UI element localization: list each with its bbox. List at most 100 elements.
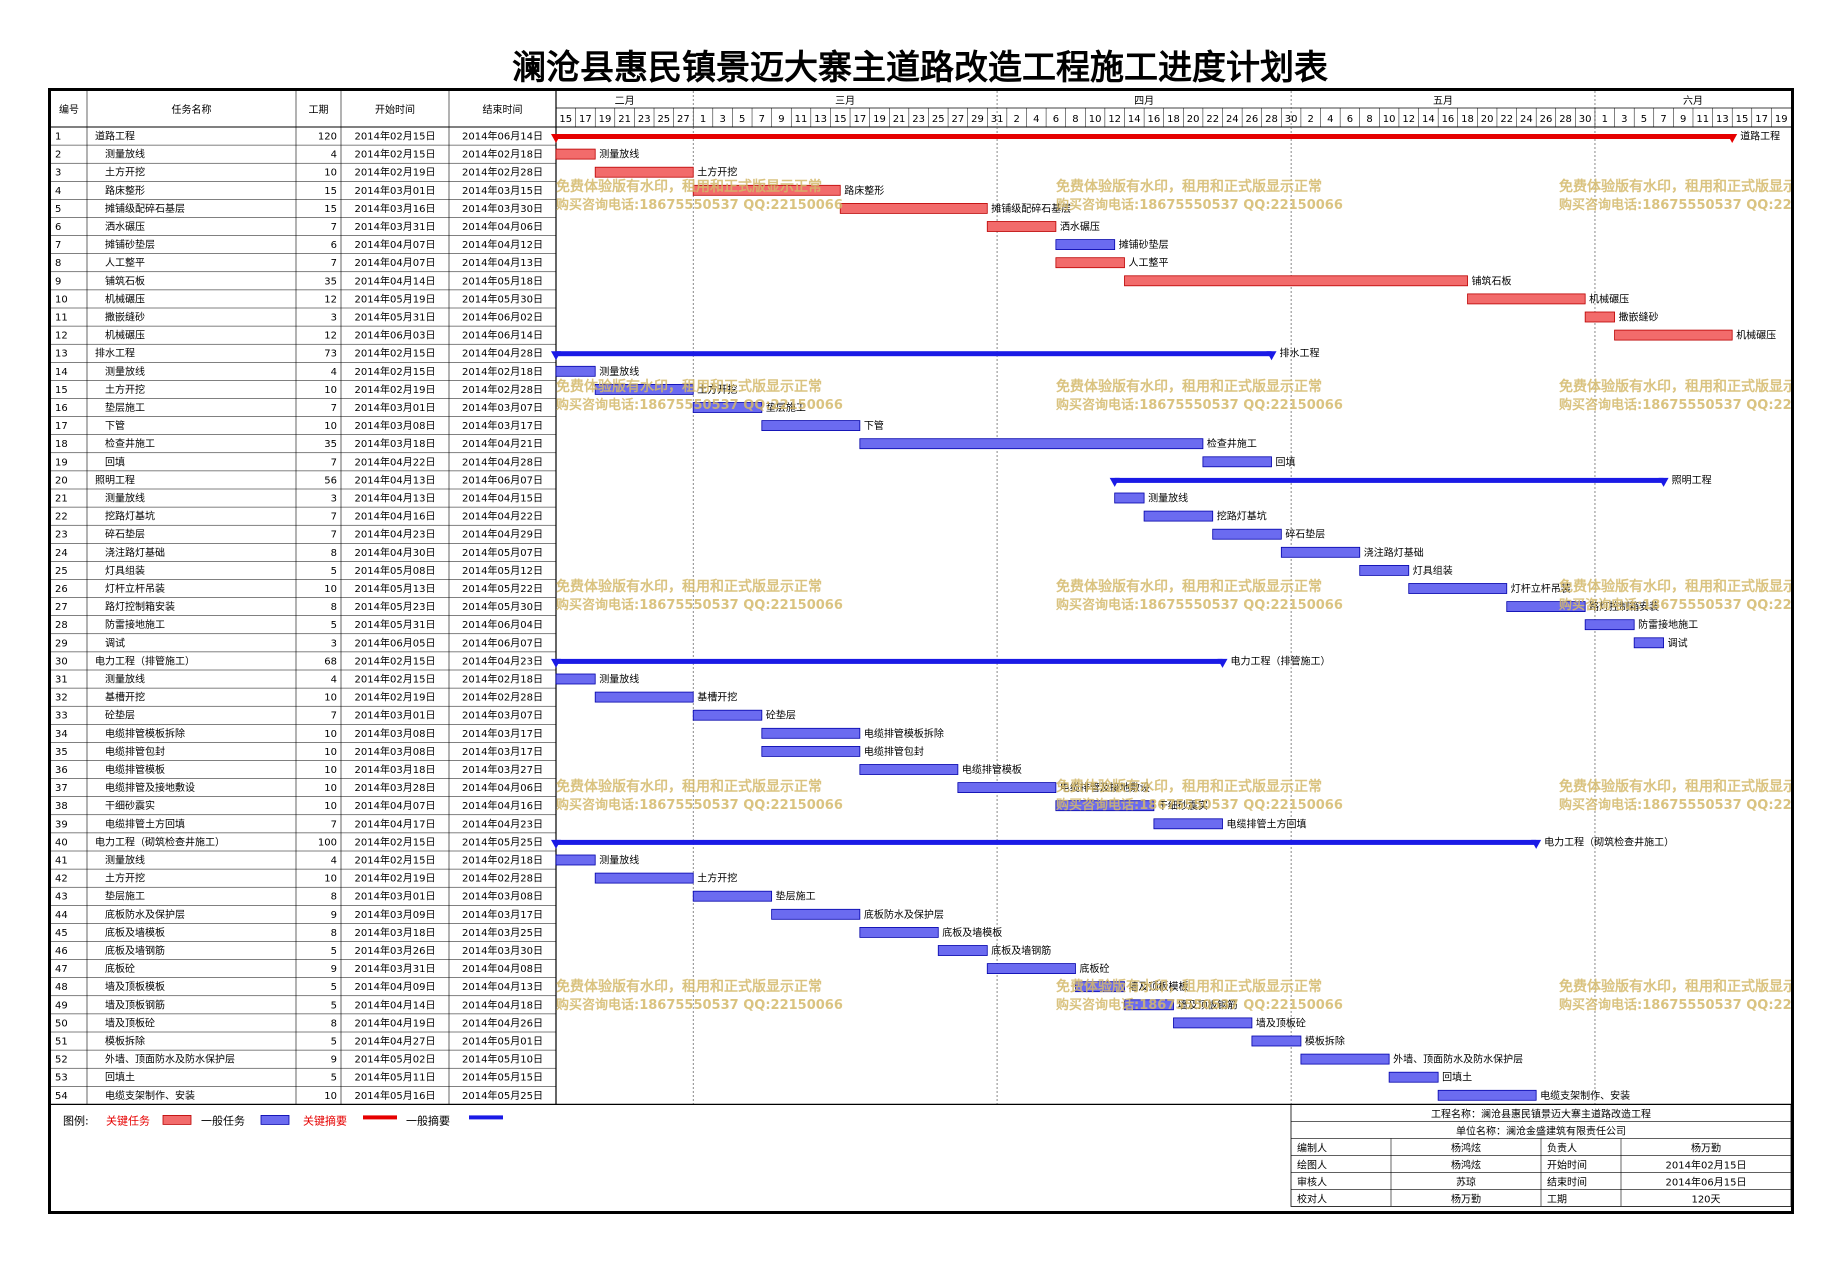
task-duration: 3	[331, 313, 337, 324]
task-start: 2014年02月19日	[355, 166, 436, 179]
day-tick-label: 2	[1308, 114, 1314, 125]
task-start: 2014年04月09日	[355, 980, 436, 993]
header-dur: 工期	[309, 104, 329, 116]
task-name: 电缆排管模板拆除	[105, 727, 185, 740]
bar-label: 机械碾压	[1736, 329, 1776, 342]
task-duration: 7	[331, 711, 337, 722]
day-tick-label: 4	[1033, 114, 1039, 125]
watermark-text: 购买咨询电话:18675550537 QQ:22150066	[556, 597, 843, 613]
task-id: 17	[55, 421, 68, 432]
task-end: 2014年03月17日	[462, 419, 543, 432]
task-bar	[771, 908, 861, 920]
task-id: 6	[55, 222, 61, 233]
task-name: 测量放线	[105, 148, 145, 161]
day-tick-label: 17	[853, 114, 866, 125]
task-bar	[1584, 619, 1635, 631]
day-tick-label: 1	[700, 114, 706, 125]
footer-cell: 编制人	[1297, 1141, 1327, 1154]
summary-end-marker	[1531, 839, 1542, 849]
bar-label: 检查井施工	[1207, 437, 1257, 450]
task-start: 2014年02月15日	[355, 673, 436, 686]
task-name: 回填	[105, 455, 125, 468]
bar-label: 电缆排管及接地敷设	[1060, 781, 1150, 794]
task-duration: 10	[324, 584, 337, 595]
task-duration: 7	[331, 222, 337, 233]
task-bar	[859, 927, 939, 938]
task-bar	[1300, 1053, 1390, 1065]
bar-label: 底板砼	[1079, 962, 1109, 975]
watermark-text: 免费体验版有水印，租用和正式版显示正常	[556, 578, 822, 595]
footer-cell: 杨万勤	[1451, 1192, 1481, 1205]
day-tick-label: 5	[1641, 114, 1647, 125]
day-tick-label: 17	[1755, 114, 1768, 125]
task-bar	[1202, 456, 1272, 468]
task-start: 2014年04月14日	[355, 274, 436, 287]
day-tick-label: 6	[1347, 114, 1353, 125]
watermark-text: 购买咨询电话:18675550537 QQ:22150066	[1559, 397, 1791, 413]
task-name: 机械碾压	[105, 329, 145, 342]
task-id: 53	[55, 1073, 68, 1084]
task-name: 路床整形	[105, 184, 145, 197]
task-duration: 5	[331, 1073, 337, 1084]
task-id: 43	[55, 892, 68, 903]
task-start: 2014年02月15日	[355, 654, 436, 667]
task-name: 洒水碾压	[105, 220, 145, 233]
task-end: 2014年05月30日	[462, 600, 543, 613]
task-start: 2014年06月03日	[355, 329, 436, 342]
footer-cell: 开始时间	[1547, 1158, 1587, 1171]
watermark-text: 购买咨询电话:18675550537 QQ:22150066	[556, 797, 843, 813]
task-start: 2014年02月15日	[355, 854, 436, 867]
day-tick-label: 11	[795, 114, 808, 125]
task-end: 2014年03月30日	[462, 944, 543, 957]
footer-cell: 苏琼	[1456, 1175, 1476, 1188]
task-end: 2014年05月25日	[462, 1089, 543, 1102]
task-name: 浇注路灯基础	[105, 546, 165, 559]
task-bar	[761, 727, 861, 739]
task-id: 33	[55, 711, 68, 722]
task-bar	[1124, 999, 1174, 1011]
day-tick-label: 21	[893, 114, 906, 125]
bar-label: 防雷接地施工	[1638, 618, 1698, 631]
task-end: 2014年04月28日	[462, 347, 543, 360]
task-end: 2014年03月17日	[462, 745, 543, 758]
summary-start-marker	[551, 839, 561, 849]
task-start: 2014年04月13日	[355, 473, 436, 486]
task-end: 2014年02月18日	[462, 673, 543, 686]
task-name: 电力工程（砌筑检查井施工）	[95, 835, 225, 848]
summary-bar	[556, 839, 1537, 845]
task-duration: 35	[324, 276, 337, 287]
bar-label: 模板拆除	[1305, 1035, 1345, 1048]
legend-critical-task-swatch	[162, 1115, 192, 1125]
task-end: 2014年02月28日	[462, 166, 543, 179]
day-tick-label: 24	[1226, 114, 1239, 125]
task-duration: 10	[324, 783, 337, 794]
task-bar	[555, 148, 596, 160]
task-id: 27	[55, 602, 68, 613]
day-tick-label: 22	[1206, 114, 1219, 125]
footer-cell: 负责人	[1547, 1141, 1577, 1154]
task-bar	[1251, 1035, 1302, 1047]
bar-label: 照明工程	[1672, 474, 1712, 486]
footer-cell: 杨万勤	[1691, 1141, 1721, 1154]
task-id: 7	[55, 240, 61, 251]
task-duration: 10	[324, 747, 337, 758]
task-start: 2014年03月08日	[355, 745, 436, 758]
task-id: 46	[55, 946, 68, 957]
task-name: 排水工程	[95, 347, 135, 360]
summary-end-marker	[1217, 658, 1228, 668]
bar-label: 干细砂震实	[1158, 799, 1208, 812]
task-start: 2014年04月13日	[355, 492, 436, 505]
task-duration: 7	[331, 457, 337, 468]
task-start: 2014年04月14日	[355, 998, 436, 1011]
footer-cell: 2014年02月15日	[1666, 1158, 1747, 1171]
watermark-text: 购买咨询电话:18675550537 QQ:22150066	[1559, 997, 1791, 1013]
task-start: 2014年02月15日	[355, 148, 436, 161]
summary-start-marker	[1109, 477, 1120, 487]
task-bar	[1075, 981, 1125, 993]
task-bar	[1388, 1071, 1439, 1083]
bar-label: 垫层施工	[776, 890, 816, 903]
task-name: 底板及墙钢筋	[105, 944, 165, 957]
watermark-text: 免费体验版有水印，租用和正式版显示正常	[1559, 178, 1791, 195]
watermark-text: 免费体验版有水印，租用和正式版显示正常	[1056, 178, 1322, 195]
day-tick-label: 23	[912, 114, 925, 125]
